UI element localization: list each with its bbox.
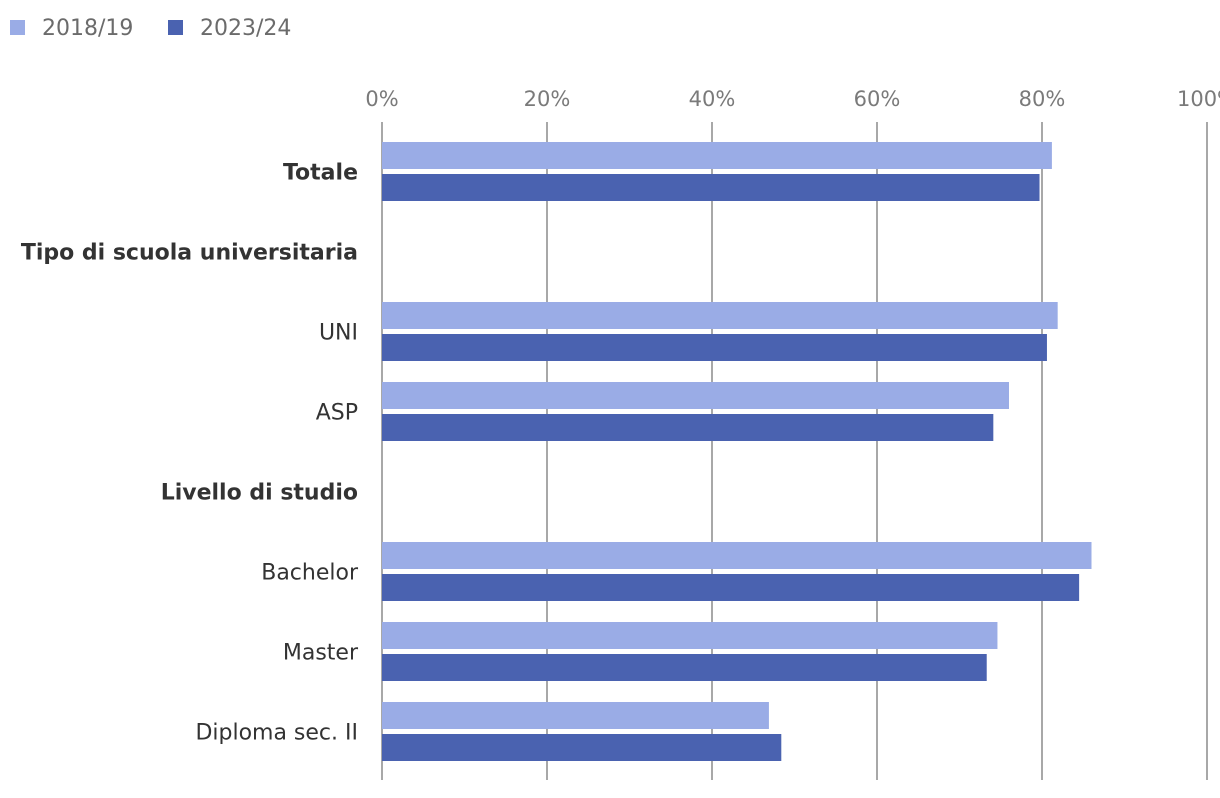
bar-2018-19-5 [382,542,1092,569]
category-labels: Totale Tipo di scuola universitaria UNI ASP… [21,161,359,746]
bar-2018-19-7 [382,702,769,729]
grid [381,122,1208,780]
category-label: Bachelor [261,561,359,586]
x-tick-label: 100% [1177,87,1220,111]
bar-2018-19-0 [382,142,1052,169]
bars [382,142,1092,761]
legend-swatch-2023-24 [168,20,183,35]
bar-2023-24-6 [382,654,987,681]
legend: 2018/19 2023/24 [10,16,291,41]
bar-2023-24-2 [382,334,1047,361]
bar-2023-24-3 [382,414,994,441]
x-tick-label: 20% [524,87,571,111]
x-tick-label: 40% [689,87,736,111]
x-tick-label: 0% [365,87,398,111]
category-label: Livello di studio [161,481,358,506]
category-label: Diploma sec. II [195,721,358,746]
bar-2018-19-6 [382,622,998,649]
bar-2023-24-0 [382,174,1040,201]
bar-2018-19-2 [382,302,1058,329]
bar-2023-24-5 [382,574,1080,601]
legend-label: 2023/24 [200,16,291,41]
bar-2023-24-7 [382,734,782,761]
category-label: Totale [283,161,358,186]
x-axis-ticks: 0% 20% 40% 60% 80% 100% [365,87,1220,111]
bar-2018-19-3 [382,382,1009,409]
legend-label: 2018/19 [42,16,133,41]
legend-swatch-2018-19 [10,20,25,35]
x-tick-label: 60% [854,87,901,111]
category-label: ASP [316,401,358,426]
category-label: Master [283,641,359,666]
category-label: Tipo di scuola universitaria [21,241,358,266]
category-label: UNI [319,321,358,346]
x-tick-label: 80% [1019,87,1066,111]
